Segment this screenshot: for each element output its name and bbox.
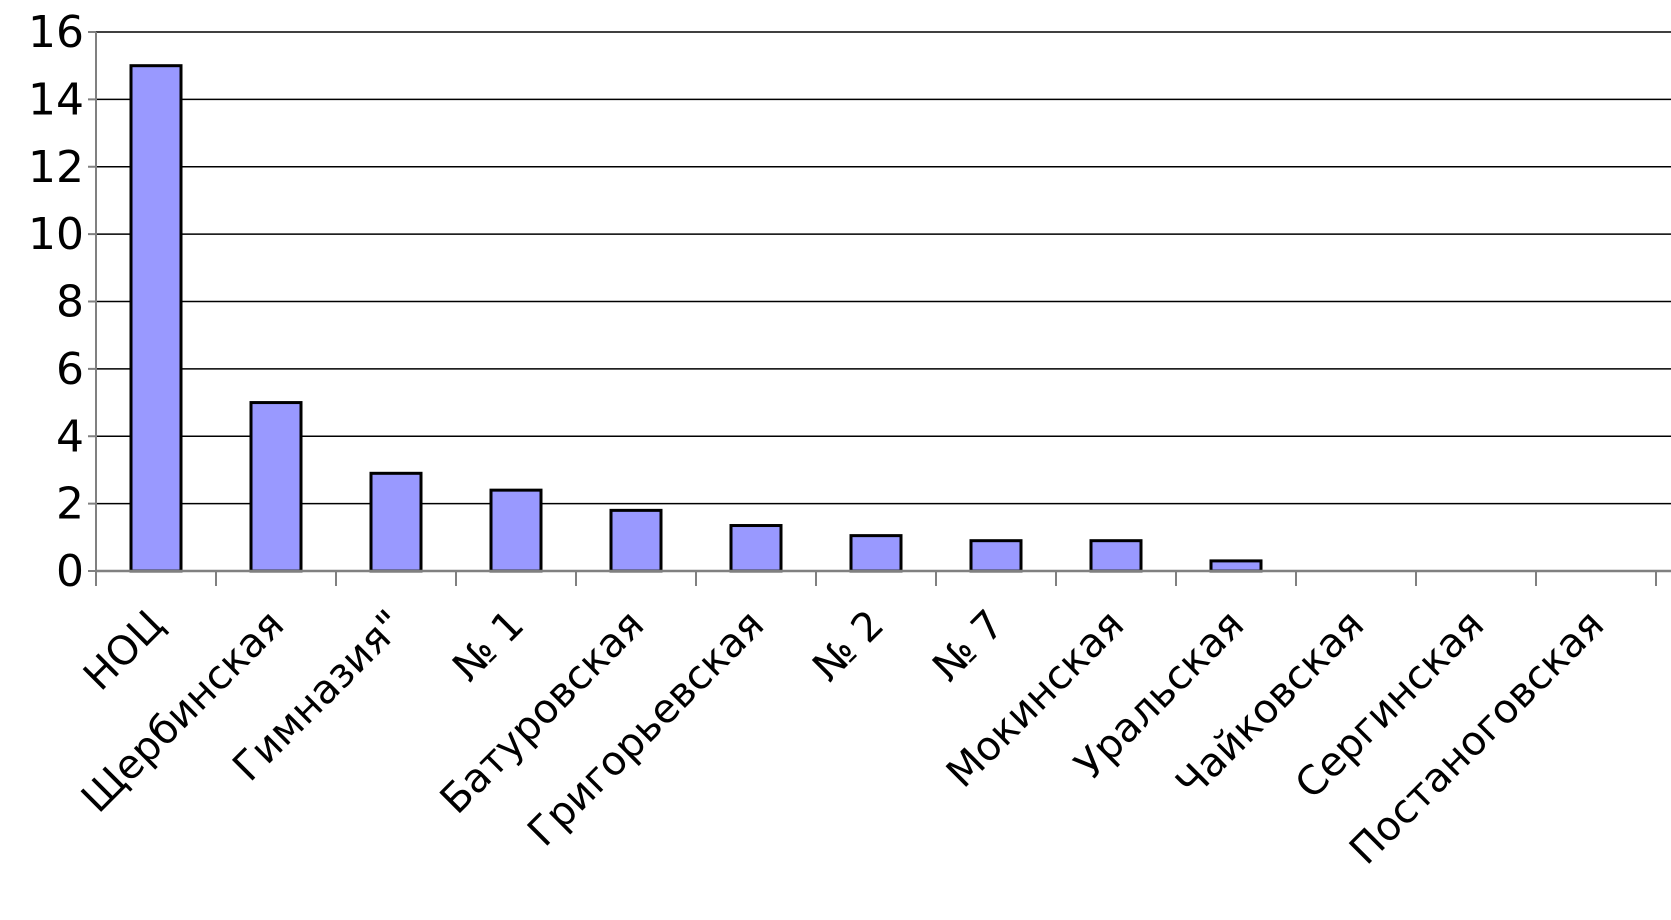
x-category-label: № 2 (804, 602, 893, 691)
y-tick-label: 6 (56, 344, 84, 395)
bars (129, 64, 1263, 573)
y-tick-labels: 0 2 4 6 8 10 12 14 16 (28, 7, 84, 597)
gridlines (88, 31, 1671, 572)
y-tick-label: 14 (28, 74, 84, 125)
bar-7 (969, 539, 1023, 573)
axes (95, 32, 1671, 586)
bar-2 (369, 471, 423, 573)
y-tick-label: 12 (28, 142, 84, 193)
x-category-label: Щербинская (73, 602, 293, 822)
bar-0 (129, 64, 183, 573)
bar-3 (489, 488, 543, 573)
x-category-label: НОЦ (75, 602, 173, 700)
bar-1 (249, 401, 303, 573)
y-tick-label: 2 (56, 479, 84, 530)
x-category-label: № 1 (444, 602, 533, 691)
x-category-label: Батуровская (432, 602, 653, 823)
bar-4 (609, 508, 663, 573)
y-tick-label: 0 (56, 546, 84, 597)
bar-9 (1209, 559, 1263, 573)
bar-8 (1089, 539, 1143, 573)
y-tick-label: 8 (56, 277, 84, 328)
bar-6 (849, 534, 903, 573)
y-tick-label: 16 (28, 7, 84, 58)
y-tick-label: 4 (56, 411, 84, 462)
bar-5 (729, 524, 783, 573)
x-category-label: № 7 (924, 602, 1013, 691)
y-tick-label: 10 (28, 209, 84, 260)
